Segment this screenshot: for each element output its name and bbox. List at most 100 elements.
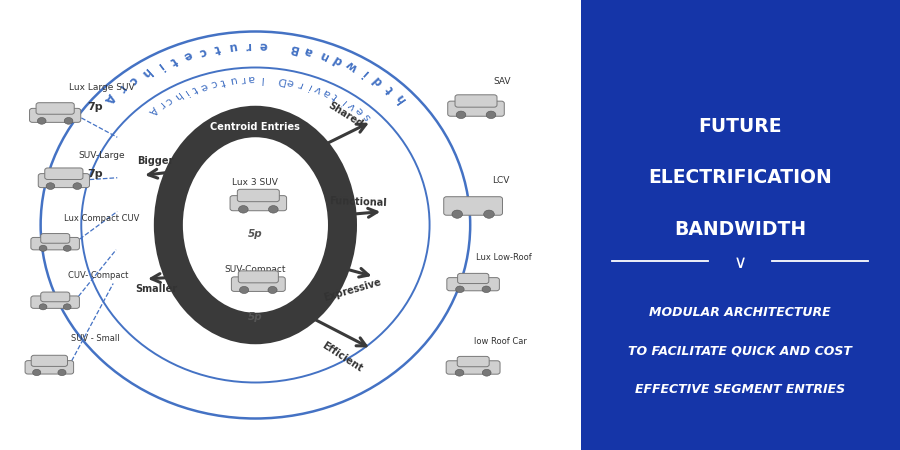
- Circle shape: [238, 206, 248, 213]
- Text: Lux Low-Roof: Lux Low-Roof: [476, 253, 532, 262]
- Text: c: c: [126, 73, 140, 87]
- Text: n: n: [317, 47, 330, 63]
- Text: t: t: [383, 82, 397, 95]
- Text: LCV: LCV: [491, 176, 509, 185]
- Circle shape: [456, 111, 466, 119]
- Text: Lux 3 SUV: Lux 3 SUV: [232, 178, 278, 187]
- Text: w: w: [344, 58, 360, 74]
- FancyBboxPatch shape: [31, 296, 79, 308]
- Text: i: i: [182, 87, 190, 97]
- Text: u: u: [227, 39, 238, 53]
- Text: e: e: [181, 48, 194, 63]
- Text: Lux Large SUV: Lux Large SUV: [68, 83, 134, 92]
- Text: TO FACILITATE QUICK AND COST: TO FACILITATE QUICK AND COST: [628, 345, 852, 357]
- Circle shape: [64, 117, 73, 124]
- Circle shape: [268, 206, 278, 213]
- Ellipse shape: [154, 106, 357, 344]
- Text: Centroid Entries: Centroid Entries: [211, 122, 301, 132]
- Text: e: e: [259, 38, 267, 52]
- Text: CUV- Compact: CUV- Compact: [68, 271, 129, 280]
- Text: r: r: [114, 82, 128, 95]
- Text: h: h: [139, 65, 153, 80]
- Circle shape: [455, 369, 464, 376]
- Text: Efficient: Efficient: [320, 341, 364, 374]
- Text: B: B: [288, 40, 300, 56]
- FancyBboxPatch shape: [446, 361, 500, 374]
- FancyBboxPatch shape: [30, 108, 81, 122]
- Text: e: e: [354, 105, 366, 117]
- Text: Functional: Functional: [329, 196, 387, 208]
- FancyBboxPatch shape: [45, 168, 83, 180]
- Text: A: A: [102, 90, 118, 105]
- Text: c: c: [196, 44, 208, 58]
- Text: d: d: [331, 52, 345, 68]
- Text: 5p: 5p: [248, 229, 263, 239]
- FancyBboxPatch shape: [238, 271, 278, 283]
- Text: SUV - Small: SUV - Small: [71, 334, 120, 343]
- FancyBboxPatch shape: [230, 196, 286, 211]
- Text: FUTURE: FUTURE: [698, 117, 782, 135]
- Circle shape: [63, 304, 71, 310]
- Text: t: t: [212, 41, 221, 55]
- Circle shape: [482, 286, 491, 292]
- Text: Smaller: Smaller: [136, 284, 178, 293]
- Circle shape: [239, 286, 248, 293]
- Text: t: t: [190, 83, 199, 94]
- FancyBboxPatch shape: [457, 273, 489, 284]
- FancyBboxPatch shape: [31, 238, 79, 250]
- Text: a: a: [248, 73, 255, 84]
- Circle shape: [63, 245, 71, 252]
- FancyBboxPatch shape: [40, 234, 70, 243]
- Circle shape: [58, 369, 66, 376]
- Text: i: i: [154, 59, 165, 72]
- Text: c: c: [163, 94, 174, 106]
- Circle shape: [268, 286, 277, 293]
- Circle shape: [486, 111, 496, 119]
- Circle shape: [40, 245, 47, 252]
- Text: s: s: [362, 111, 373, 122]
- Text: i: i: [339, 96, 348, 106]
- Text: Lux Compact CUV: Lux Compact CUV: [64, 214, 140, 223]
- Text: t: t: [167, 53, 179, 67]
- Text: r: r: [245, 39, 251, 52]
- Text: MODULAR ARCHITECTURE: MODULAR ARCHITECTURE: [650, 306, 831, 319]
- Text: h: h: [171, 90, 183, 102]
- FancyBboxPatch shape: [446, 278, 500, 291]
- FancyBboxPatch shape: [25, 360, 74, 374]
- Circle shape: [452, 210, 463, 218]
- Ellipse shape: [183, 137, 328, 313]
- Circle shape: [483, 210, 494, 218]
- Circle shape: [482, 369, 491, 376]
- Text: Expressive: Expressive: [322, 277, 382, 303]
- Text: 7p: 7p: [86, 102, 103, 112]
- Text: Bigger: Bigger: [138, 157, 174, 166]
- FancyBboxPatch shape: [447, 101, 504, 116]
- Text: r: r: [238, 74, 245, 84]
- Text: ELECTRIFICATION: ELECTRIFICATION: [648, 168, 832, 187]
- FancyBboxPatch shape: [32, 356, 68, 366]
- Text: c: c: [209, 77, 218, 89]
- FancyBboxPatch shape: [457, 356, 490, 367]
- Text: low Roof Car: low Roof Car: [474, 338, 526, 346]
- FancyBboxPatch shape: [36, 103, 74, 114]
- Circle shape: [38, 117, 46, 124]
- Text: i: i: [305, 81, 312, 91]
- Text: ∨: ∨: [734, 254, 747, 272]
- FancyBboxPatch shape: [39, 174, 89, 188]
- Text: v: v: [312, 83, 323, 95]
- Circle shape: [455, 286, 464, 292]
- Text: SUV-Large: SUV-Large: [78, 151, 125, 160]
- Text: u: u: [228, 74, 237, 86]
- Text: h: h: [393, 90, 409, 105]
- Text: v: v: [346, 99, 358, 111]
- Text: r: r: [295, 78, 303, 89]
- FancyBboxPatch shape: [444, 197, 502, 215]
- Text: e: e: [199, 80, 209, 92]
- Text: 7p: 7p: [86, 169, 103, 179]
- Text: A: A: [146, 104, 158, 116]
- Text: Shared: Shared: [326, 100, 365, 130]
- Text: 5p: 5p: [248, 312, 263, 322]
- FancyBboxPatch shape: [40, 292, 70, 302]
- Text: e: e: [285, 76, 295, 87]
- Circle shape: [73, 183, 82, 189]
